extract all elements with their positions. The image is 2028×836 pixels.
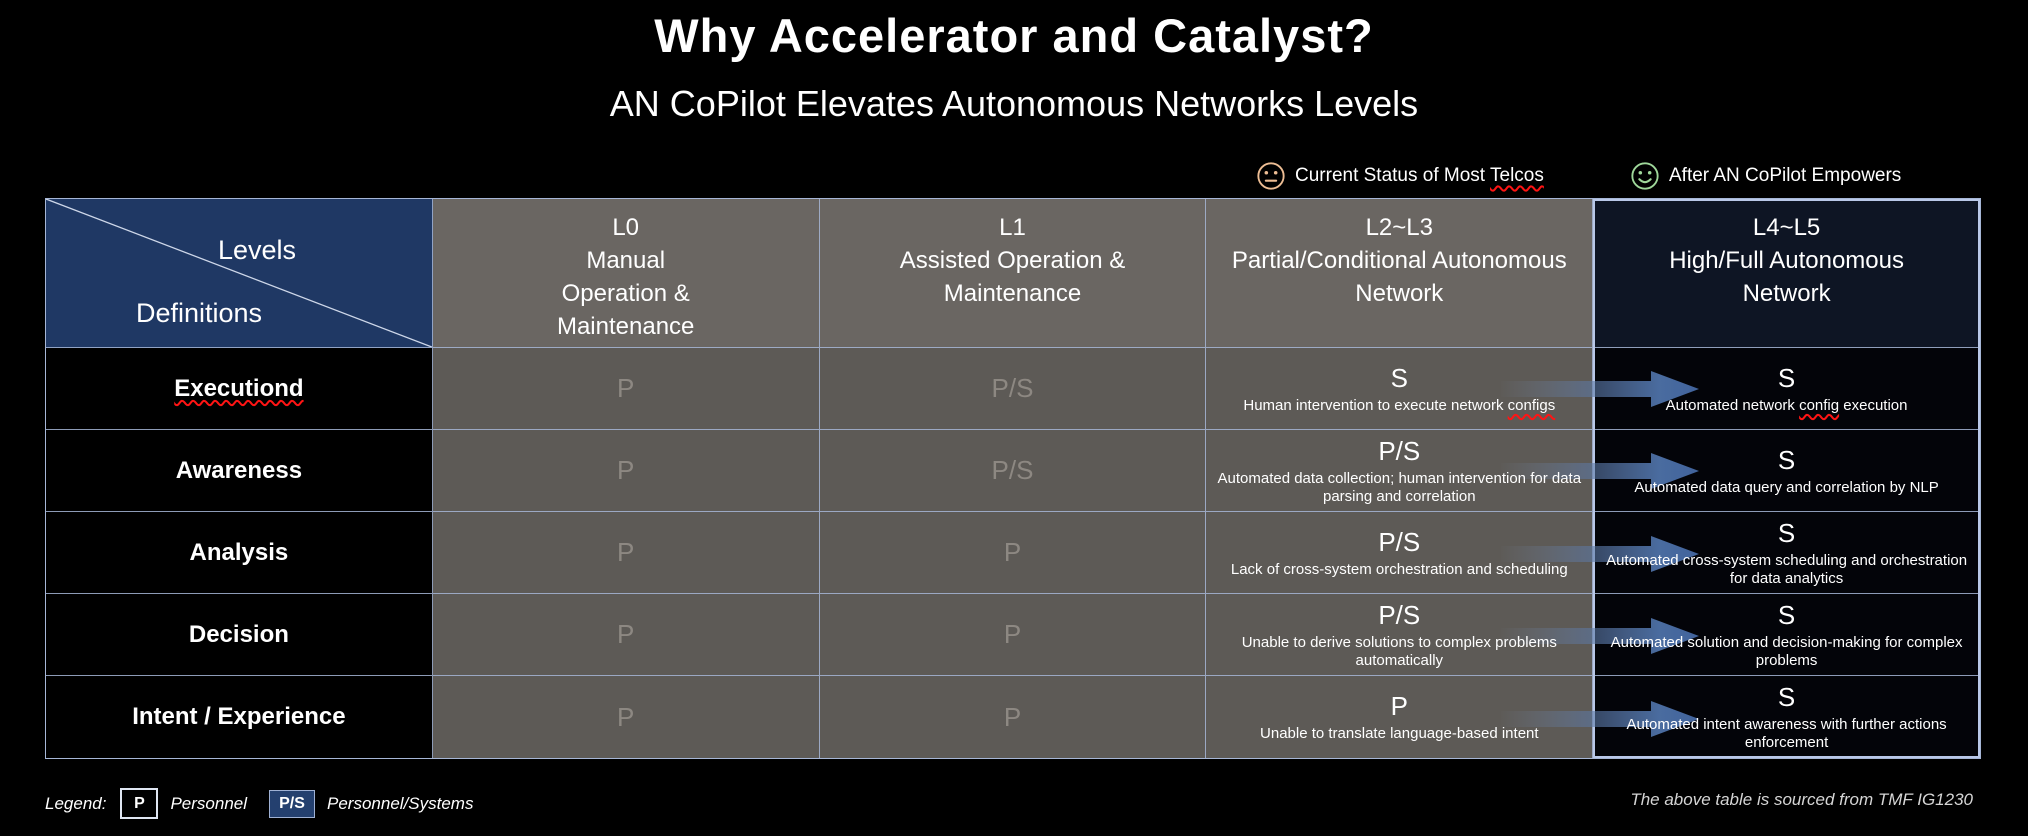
row-label-execution: Executiond: [46, 348, 433, 430]
corner-definitions-label: Definitions: [136, 298, 263, 328]
cell-execution-l2-l3: S Human intervention to execute network …: [1206, 348, 1594, 430]
header-l0: L0 Manual Operation & Maintenance: [432, 199, 820, 348]
legend-p-label: Personnel: [170, 793, 248, 813]
cell-analysis-l1: P: [819, 512, 1207, 594]
cell-intent-l2-l3: P Unable to translate language-based int…: [1206, 676, 1594, 758]
cell-intent-l0: P: [432, 676, 820, 758]
smiley-face-icon: [1631, 162, 1659, 190]
row-label-decision: Decision: [46, 594, 433, 676]
row-label-analysis: Analysis: [46, 512, 433, 594]
cell-analysis-l0: P: [432, 512, 820, 594]
source-footnote: The above table is sourced from TMF IG12…: [1630, 790, 1973, 809]
cell-decision-l0: P: [432, 594, 820, 676]
header-l4-l5: L4~L5 High/Full Autonomous Network: [1593, 199, 1980, 348]
symbol-legend: Legend: P Personnel P/S Personnel/System…: [45, 788, 473, 819]
status-legend-after-label: After AN CoPilot Empowers: [1669, 165, 1902, 186]
corner-levels-label: Levels: [218, 235, 297, 265]
autonomous-levels-table: Levels Definitions L0 Manual Operation &…: [45, 198, 1981, 759]
header-l1: L1 Assisted Operation & Maintenance: [819, 199, 1207, 348]
table-corner-cell: Levels Definitions: [46, 199, 433, 348]
cell-intent-l1: P: [819, 676, 1207, 758]
status-legend-current: Current Status of Most Telcos: [1256, 158, 1544, 194]
cell-execution-l0: P: [432, 348, 820, 430]
cell-awareness-l2-l3: P/S Automated data collection; human int…: [1206, 430, 1594, 512]
legend-label: Legend:: [45, 793, 107, 813]
legend-ps-label: Personnel/Systems: [327, 793, 474, 813]
cell-decision-l4-l5: S Automated solution and decision-making…: [1593, 594, 1980, 676]
cell-analysis-l4-l5: S Automated cross-system scheduling and …: [1593, 512, 1980, 594]
neutral-face-icon: [1257, 162, 1285, 190]
cell-analysis-l2-l3: P/S Lack of cross-system orchestration a…: [1206, 512, 1594, 594]
cell-execution-l1: P/S: [819, 348, 1207, 430]
corner-diagonal-line: [46, 199, 432, 347]
cell-execution-l4-l5: S Automated network config execution: [1593, 348, 1980, 430]
status-legend-current-label: Current Status of Most Telcos: [1295, 165, 1544, 186]
header-l2-l3: L2~L3 Partial/Conditional Autonomous Net…: [1206, 199, 1594, 348]
legend-ps-box: P/S: [269, 789, 316, 818]
slide-title: Why Accelerator and Catalyst?: [654, 9, 1374, 62]
row-label-intent-experience: Intent / Experience: [46, 676, 433, 758]
legend-p-box: P: [120, 788, 159, 819]
status-legend-after: After AN CoPilot Empowers: [1630, 158, 1901, 194]
cell-awareness-l1: P/S: [819, 430, 1207, 512]
cell-decision-l2-l3: P/S Unable to derive solutions to comple…: [1206, 594, 1594, 676]
row-label-awareness: Awareness: [46, 430, 433, 512]
cell-intent-l4-l5: S Automated intent awareness with furthe…: [1593, 676, 1980, 758]
cell-awareness-l4-l5: S Automated data query and correlation b…: [1593, 430, 1980, 512]
cell-awareness-l0: P: [432, 430, 820, 512]
cell-decision-l1: P: [819, 594, 1207, 676]
slide-subtitle: AN CoPilot Elevates Autonomous Networks …: [609, 83, 1419, 124]
